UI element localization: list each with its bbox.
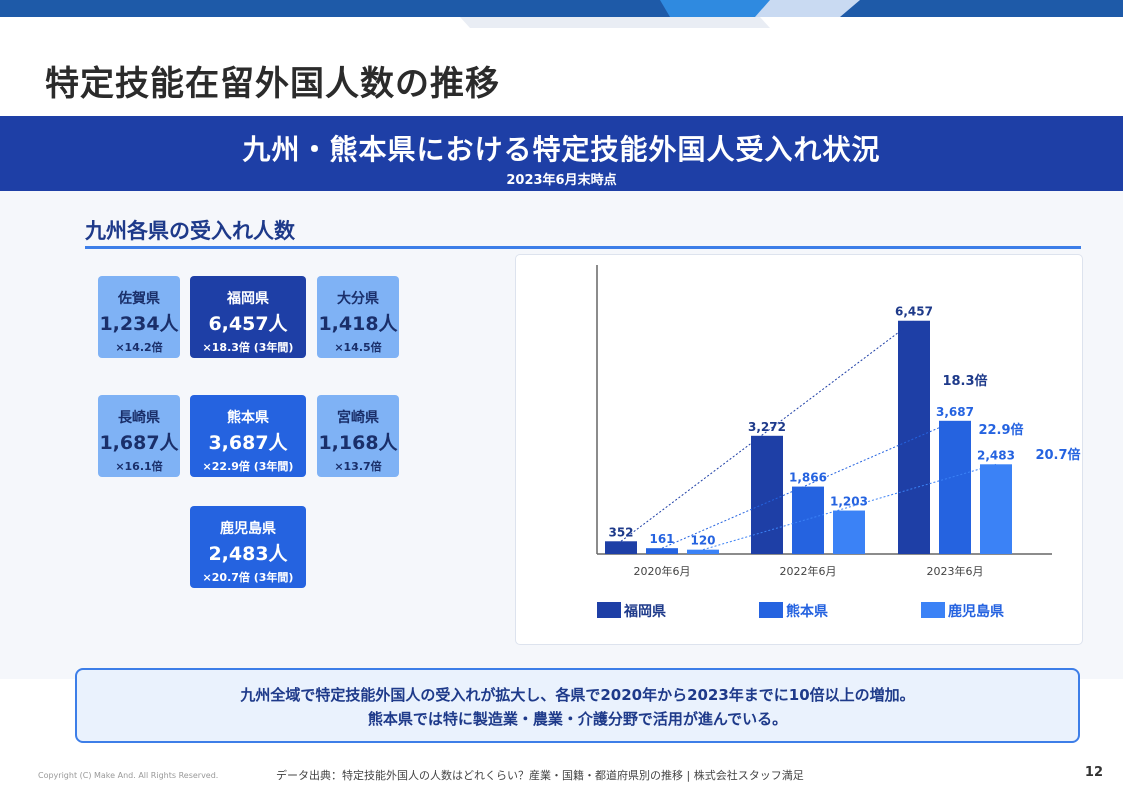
section-title: 九州各県の受入れ人数 — [85, 219, 295, 243]
summary-box: 九州全域で特定技能外国人の受入れが拡大し、各県で2020年から2023年までに1… — [75, 668, 1080, 743]
legend-label-熊本県: 熊本県 — [786, 603, 828, 620]
bar-福岡県-2020年6月 — [605, 541, 637, 554]
pref-card-saga: 佐賀県 1,234人 ×14.2倍 — [98, 276, 180, 358]
pref-ratio: ×14.5倍 — [334, 341, 382, 354]
pref-name: 福岡県 — [227, 291, 269, 307]
bar-鹿児島県-2023年6月 — [980, 464, 1012, 554]
pref-ratio: ×20.7倍 (3年間) — [202, 571, 294, 584]
pref-count: 1,168人 — [318, 432, 398, 454]
bar-熊本県-2022年6月 — [792, 486, 824, 554]
pref-count: 1,234人 — [99, 313, 179, 335]
top-decorative-stripe — [0, 0, 1123, 28]
data-label: 352 — [608, 525, 633, 539]
banner: 九州・熊本県における特定技能外国人受入れ状況 2023年6月末時点 — [0, 116, 1123, 191]
summary-line-1: 九州全域で特定技能外国人の受入れが拡大し、各県で2020年から2023年までに1… — [240, 686, 915, 704]
trend-line-鹿児島県 — [702, 463, 997, 551]
growth-label-熊本県: 22.9倍 — [978, 422, 1023, 438]
data-label: 120 — [690, 534, 715, 548]
pref-name: 佐賀県 — [118, 291, 160, 307]
bar-鹿児島県-2020年6月 — [687, 549, 719, 554]
pref-count: 1,687人 — [99, 432, 179, 454]
summary-line-2: 熊本県では特に製造業・農業・介護分野で活用が進んでいる。 — [367, 710, 788, 728]
legend-label-福岡県: 福岡県 — [623, 603, 666, 620]
data-label: 1,203 — [830, 495, 868, 509]
banner-title: 九州・熊本県における特定技能外国人受入れ状況 — [242, 133, 881, 166]
bar-chart: 352 3,272 6,457 161 1,866 3,687 120 1,203 2,483 1… — [596, 265, 1081, 620]
pref-count: 2,483人 — [208, 543, 288, 565]
bar-福岡県-2022年6月 — [751, 435, 783, 554]
growth-label-福岡県: 18.3倍 — [942, 373, 987, 389]
page-number: 12 — [1084, 765, 1103, 780]
banner-subtitle: 2023年6月末時点 — [506, 173, 617, 188]
data-label: 1,866 — [789, 471, 827, 485]
pref-count: 6,457人 — [208, 313, 288, 335]
section-divider — [85, 246, 1081, 249]
pref-card-kagoshima: 鹿児島県 2,483人 ×20.7倍 (3年間) — [190, 506, 306, 588]
bar-熊本県-2020年6月 — [646, 548, 678, 554]
x-tick-label: 2020年6月 — [634, 564, 691, 578]
data-label: 3,272 — [748, 420, 786, 434]
data-label: 6,457 — [895, 305, 933, 319]
chart-panel: 352 3,272 6,457 161 1,866 3,687 120 1,203 2,483 1… — [515, 254, 1083, 645]
pref-card-nagasaki: 長崎県 1,687人 ×16.1倍 — [98, 395, 180, 477]
data-label: 2,483 — [977, 448, 1015, 462]
pref-ratio: ×16.1倍 — [115, 460, 163, 473]
pref-name: 鹿児島県 — [220, 521, 276, 537]
data-label: 3,687 — [936, 405, 974, 419]
pref-card-fukuoka: 福岡県 6,457人 ×18.3倍 (3年間) — [190, 276, 306, 358]
data-source: データ出典：特定技能外国人の人数はどれくらい？産業・国籍・都道府県別の推移 | … — [276, 769, 804, 782]
legend-swatch-福岡県 — [597, 602, 621, 618]
x-tick-label: 2022年6月 — [780, 564, 837, 578]
pref-ratio: ×18.3倍 (3年間) — [202, 341, 294, 354]
bar-福岡県-2023年6月 — [898, 320, 930, 554]
pref-name: 長崎県 — [118, 410, 160, 426]
pref-name: 宮崎県 — [337, 410, 379, 426]
legend-swatch-鹿児島県 — [921, 602, 945, 618]
pref-count: 3,687人 — [208, 432, 288, 454]
growth-label-鹿児島県: 20.7倍 — [1035, 447, 1080, 463]
bar-鹿児島県-2022年6月 — [833, 510, 865, 554]
pref-count: 1,418人 — [318, 313, 398, 335]
legend-label-鹿児島県: 鹿児島県 — [947, 603, 1004, 620]
pref-card-kumamoto: 熊本県 3,687人 ×22.9倍 (3年間) — [190, 395, 306, 477]
page-title: 特定技能在留外国人数の推移 — [45, 64, 500, 104]
copyright: Copyright (C) Make And. All Rights Reser… — [38, 771, 219, 780]
x-tick-label: 2023年6月 — [927, 564, 984, 578]
bar-熊本県-2023年6月 — [939, 420, 971, 554]
pref-name: 大分県 — [337, 291, 379, 307]
pref-name: 熊本県 — [227, 410, 269, 426]
pref-ratio: ×22.9倍 (3年間) — [202, 460, 294, 473]
data-label: 161 — [649, 532, 674, 546]
trend-line-熊本県 — [661, 420, 956, 549]
pref-card-oita: 大分県 1,418人 ×14.5倍 — [317, 276, 399, 358]
trend-line-福岡県 — [620, 320, 915, 542]
pref-ratio: ×13.7倍 — [334, 460, 382, 473]
pref-ratio: ×14.2倍 — [115, 341, 163, 354]
legend-swatch-熊本県 — [759, 602, 783, 618]
pref-card-miyazaki: 宮崎県 1,168人 ×13.7倍 — [317, 395, 399, 477]
